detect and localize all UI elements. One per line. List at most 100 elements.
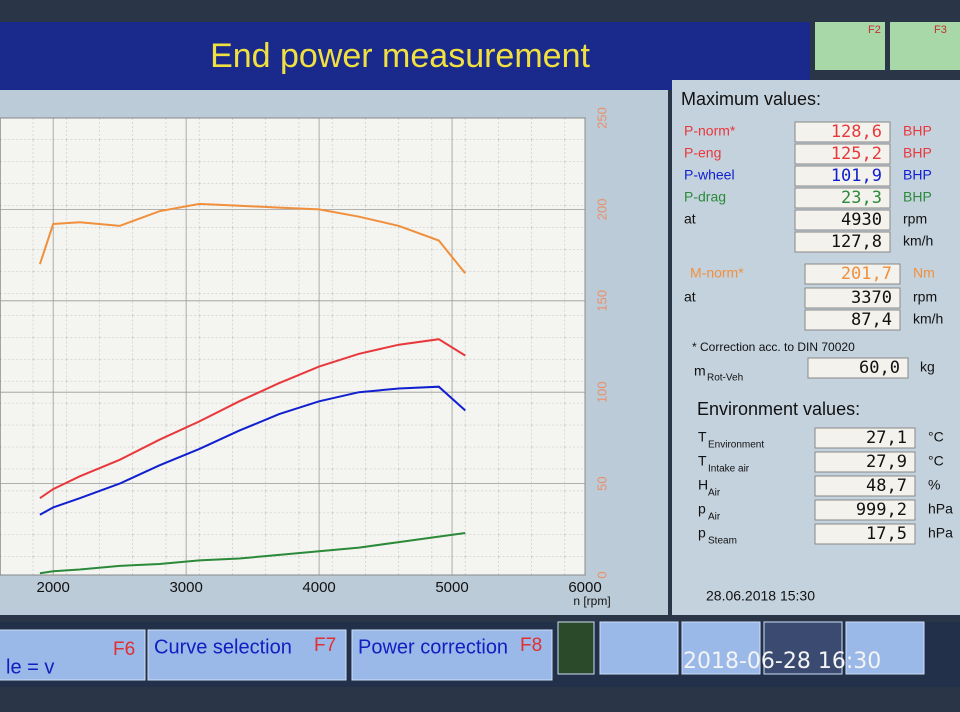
value: 201,7 <box>841 264 892 284</box>
y-tick-label: 50 <box>594 476 609 490</box>
toolbar-button[interactable] <box>599 621 679 675</box>
function-button[interactable] <box>147 629 347 681</box>
unit: °C <box>928 429 944 445</box>
toolbar-button[interactable] <box>681 621 761 675</box>
x-tick-label: 2000 <box>36 579 69 596</box>
unit: hPa <box>928 501 953 517</box>
unit: Nm <box>913 265 935 281</box>
unit: kg <box>920 359 935 375</box>
line-series <box>39 532 466 575</box>
subscript: Intake air <box>708 464 750 475</box>
unit: BHP <box>903 123 932 139</box>
y-tick-label: 250 <box>594 107 609 129</box>
row-label: P-norm* <box>684 123 736 139</box>
f2-button[interactable] <box>815 22 885 70</box>
value: 125,2 <box>831 144 882 164</box>
button-label: Power correction <box>358 636 508 658</box>
value-box <box>794 165 891 187</box>
value-box <box>804 287 901 309</box>
value-box <box>794 209 891 231</box>
line-series <box>38 202 467 275</box>
value-box <box>814 523 916 545</box>
toolbar-button[interactable] <box>845 621 925 675</box>
value-box <box>814 451 916 473</box>
function-button[interactable] <box>0 629 146 681</box>
value: 17,5 <box>866 524 907 544</box>
value: 999,2 <box>856 500 907 520</box>
value: 87,4 <box>851 310 892 330</box>
x-tick-label: 4000 <box>302 579 335 596</box>
photo-timestamp: 2018-06-28 16:30 <box>683 649 881 674</box>
line-series <box>39 385 466 516</box>
panel-title: Maximum values: <box>681 89 821 109</box>
unit: BHP <box>903 189 932 205</box>
f3-button[interactable] <box>890 22 960 70</box>
value-box <box>794 143 891 165</box>
line-series <box>39 338 466 500</box>
symbol: H <box>698 477 708 493</box>
row-label: P-eng <box>684 145 721 161</box>
x-axis-label: n [rpm] <box>573 594 610 608</box>
value-box <box>814 475 916 497</box>
title: End power measurement <box>210 37 590 75</box>
button-key: F6 <box>113 639 135 660</box>
value: 27,1 <box>866 428 907 448</box>
row-label: at <box>684 211 696 227</box>
symbol: T <box>698 429 707 445</box>
value-box <box>804 263 901 285</box>
panels: Maximum values: P-norm* 128,6 BHP P-eng 125,2… <box>0 89 953 681</box>
value: 27,9 <box>866 452 907 472</box>
unit: % <box>928 477 940 493</box>
button-key: F7 <box>314 635 336 656</box>
value-box <box>807 357 909 379</box>
x-tick-label: 3000 <box>169 579 202 596</box>
minor-grid <box>0 118 585 575</box>
button-label: Curve selection <box>154 636 292 658</box>
row-label: at <box>684 289 696 305</box>
y-tick-label: 0 <box>594 571 609 578</box>
symbol: m <box>694 363 706 379</box>
value: 60,0 <box>859 358 900 378</box>
row-label: P-wheel <box>684 167 735 183</box>
unit: BHP <box>903 167 932 183</box>
function-button[interactable] <box>351 629 553 681</box>
x-tick-label: 5000 <box>435 579 468 596</box>
symbol: p <box>698 525 706 541</box>
key: F3 <box>934 24 947 36</box>
y-tick-label: 100 <box>594 381 609 403</box>
symbol: T <box>698 453 707 469</box>
panel-title: Environment values: <box>697 399 860 419</box>
value: 3370 <box>851 288 892 308</box>
y-tick-label: 150 <box>594 290 609 312</box>
value-box <box>814 499 916 521</box>
datetime: 28.06.2018 15:30 <box>706 588 815 604</box>
key: F2 <box>868 24 881 36</box>
symbol: p <box>698 501 706 517</box>
value: 4930 <box>841 210 882 230</box>
row-label: P-drag <box>684 189 726 205</box>
value: 23,3 <box>841 188 882 208</box>
value-box <box>794 187 891 209</box>
unit: BHP <box>903 145 932 161</box>
unit: rpm <box>903 211 927 227</box>
subscript: Environment <box>708 440 764 451</box>
toolbar-button[interactable] <box>557 621 595 675</box>
value-box <box>814 427 916 449</box>
unit: km/h <box>903 233 933 249</box>
value-box <box>794 231 891 253</box>
subscript: Air <box>708 488 721 499</box>
title-bar <box>0 22 810 90</box>
toolbar-button[interactable] <box>763 621 843 675</box>
value-box <box>804 309 901 331</box>
button-key: F8 <box>520 635 542 656</box>
y-tick-label: 200 <box>594 199 609 221</box>
unit: rpm <box>913 289 937 305</box>
subscript: Rot-Veh <box>707 373 743 384</box>
value: 128,6 <box>831 122 882 142</box>
x-tick-label: 6000 <box>568 579 601 596</box>
value: 127,8 <box>831 232 882 252</box>
subscript: Steam <box>708 536 737 547</box>
